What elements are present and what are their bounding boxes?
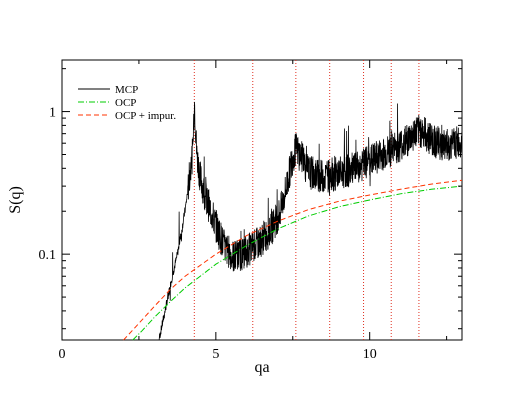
y-tick-label-1: 1 — [49, 106, 56, 121]
axis-ticks: 0 5 10 0.1 1 — [39, 60, 462, 362]
x-tick-label-0: 0 — [59, 347, 66, 362]
x-tick-label-2: 10 — [363, 347, 377, 362]
y-tick-label-0: 0.1 — [39, 248, 57, 263]
series-line-2 — [123, 179, 463, 341]
vertical-markers — [193, 60, 420, 340]
series-line-0 — [158, 101, 463, 341]
x-tick-label-1: 5 — [212, 347, 219, 362]
legend-label-1: OCP — [115, 97, 136, 109]
series-line-1 — [132, 185, 463, 341]
y-axis-label: S(q) — [7, 186, 24, 214]
legend-label-0: MCP — [115, 84, 138, 96]
series-group — [123, 101, 463, 341]
legend-label-2: OCP + impur. — [115, 110, 176, 122]
x-axis-label: qa — [254, 359, 269, 376]
plot-frame — [61, 59, 463, 341]
